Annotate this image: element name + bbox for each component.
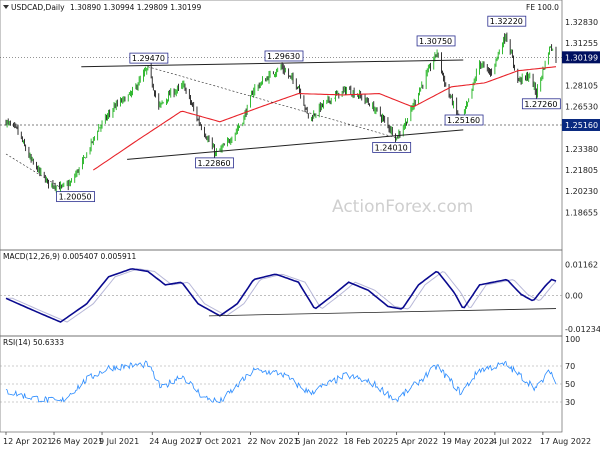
x-tick-label: 24 Aug 2021 xyxy=(149,437,200,446)
macd-tick-label: 0.00 xyxy=(565,292,583,301)
y-tick-label: 1.21805 xyxy=(565,166,598,175)
macd-line xyxy=(5,268,557,323)
pivot-label: 1.32220 xyxy=(490,17,523,26)
rsi-label: RSI(14) 50.6333 xyxy=(3,338,64,347)
pivot-box xyxy=(416,35,456,47)
x-tick-label: 12 Apr 2021 xyxy=(3,437,52,446)
x-tick-label: 18 Feb 2022 xyxy=(343,437,393,446)
pivot-box xyxy=(195,157,234,169)
y-tick-label: 1.23380 xyxy=(565,145,598,154)
level-label: 1.25160 xyxy=(565,121,598,130)
watermark: ActionForex.com xyxy=(332,197,473,217)
trendlines xyxy=(5,59,464,188)
y-tick-label: 1.26530 xyxy=(565,103,598,112)
rsi-tick-label: 70 xyxy=(565,362,575,371)
price-axis: 1.32830 1.31255 1.28105 1.26530 1.23380 1.218… xyxy=(562,18,600,217)
moving-average-line xyxy=(92,66,557,171)
rsi-tick-label: 50 xyxy=(565,380,575,389)
y-tick-label: 1.31255 xyxy=(565,39,598,48)
pivot-label: 1.20050 xyxy=(59,193,92,202)
y-tick-label: 1.32830 xyxy=(565,18,598,27)
rsi-line xyxy=(5,360,557,404)
x-tick-label: 5 Apr 2022 xyxy=(394,437,438,446)
dotted-trendline xyxy=(147,66,397,139)
symbol-label: USDCAD,Daily xyxy=(11,3,65,12)
macd-tick-label: 0.01162 xyxy=(565,260,598,269)
macd-trendline xyxy=(208,308,557,317)
last-price-label: 1.30199 xyxy=(565,53,598,62)
rsi-tick-label: 100 xyxy=(565,335,580,344)
pivot-box xyxy=(56,191,95,203)
dotted-trendline xyxy=(5,153,61,188)
pivot-label: 1.24010 xyxy=(375,143,408,152)
pivot-box xyxy=(487,15,527,27)
watermark-group: ActionForex.com xyxy=(332,197,473,217)
macd-tick-label: -0.01234 xyxy=(565,325,600,334)
x-tick-label: 19 May 2022 xyxy=(442,437,494,446)
pivot-labels: 1.20050 1.29470 1.22860 1.29630 1.24010 1.307… xyxy=(56,15,561,203)
ohlc-label: 1.30890 1.30994 1.29809 1.30199 xyxy=(70,3,201,12)
macd-lines: 0.01162 0.00 -0.01234 xyxy=(5,260,600,334)
chevron-down-icon[interactable] xyxy=(3,5,9,9)
x-tick-label: 9 Jul 2021 xyxy=(99,437,139,446)
pivot-label: 1.29470 xyxy=(132,54,165,63)
x-tick-label: 7 Oct 2021 xyxy=(197,437,241,446)
pivot-label: 1.30750 xyxy=(419,37,452,46)
rsi-lines: 100 70 50 30 xyxy=(5,335,580,407)
level-box xyxy=(562,118,600,131)
support-trendline xyxy=(127,129,464,160)
x-tick-label: 5 Jan 2022 xyxy=(295,437,338,446)
y-tick-label: 1.28105 xyxy=(565,81,598,90)
resistance-trendline xyxy=(81,59,464,68)
x-tick-label: 26 May 2021 xyxy=(51,437,103,446)
macd-label: MACD(12,26,9) 0.005407 0.005911 xyxy=(3,252,137,261)
macd-signal-line xyxy=(6,268,557,323)
pivot-label: 1.27260 xyxy=(524,100,557,109)
y-tick-label: 1.18655 xyxy=(565,208,598,217)
corner-label: FE 100.0 xyxy=(526,3,559,12)
pivot-box xyxy=(444,114,484,126)
pivot-label: 1.22860 xyxy=(198,159,231,168)
pivot-box xyxy=(129,52,169,64)
rsi-tick-label: 30 xyxy=(565,398,575,407)
pivot-label: 1.25160 xyxy=(447,116,480,125)
last-price-box xyxy=(562,51,600,64)
x-tick-label: 17 Aug 2022 xyxy=(540,437,591,446)
x-tick-label: 4 Jul 2022 xyxy=(492,437,532,446)
pivot-label: 1.29630 xyxy=(267,52,300,61)
y-tick-label: 1.20230 xyxy=(565,187,598,196)
pivot-box xyxy=(372,142,412,153)
moving-average xyxy=(92,66,557,171)
candles xyxy=(5,32,557,193)
pivot-box xyxy=(521,98,561,110)
x-tick-label: 22 Nov 2021 xyxy=(247,437,298,446)
pivot-box xyxy=(264,50,304,62)
